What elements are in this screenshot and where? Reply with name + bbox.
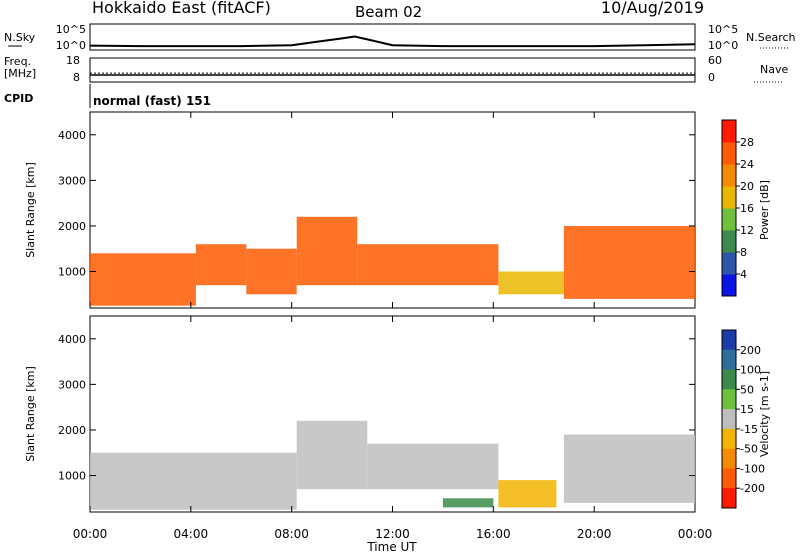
y-tick-label: 1000 bbox=[58, 266, 86, 279]
beam-title: Beam 02 bbox=[355, 3, 422, 21]
colorbar-swatch bbox=[722, 330, 736, 351]
colorbar-tick-label: 16 bbox=[740, 202, 754, 215]
noise-panel-frame bbox=[89, 23, 696, 51]
colorbar-swatch bbox=[722, 428, 736, 450]
freq-right-tick-top: 60 bbox=[708, 54, 722, 67]
data-region-0 bbox=[90, 253, 196, 306]
nsearch-label: N.Search bbox=[746, 31, 796, 44]
nave-label: Nave bbox=[760, 63, 788, 76]
x-tick-label: 04:00 bbox=[174, 527, 209, 541]
colorbar-swatch bbox=[722, 448, 736, 469]
y-tick-label: 2000 bbox=[58, 424, 86, 437]
x-tick-label: 12:00 bbox=[375, 527, 410, 541]
colorbar-swatch bbox=[722, 120, 736, 143]
y-tick-label: 4000 bbox=[58, 333, 86, 346]
frequency-panel-frame bbox=[89, 57, 696, 83]
colorbar-swatch bbox=[722, 164, 736, 187]
velocity-colorbar-label: Velocity [m s-1] bbox=[758, 371, 771, 457]
velocity-panel-ylabel: Slant Range [km] bbox=[24, 366, 37, 462]
colorbar-tick-label: -100 bbox=[740, 462, 765, 475]
noise-left-tick-top: 10^5 bbox=[56, 23, 86, 36]
colorbar-swatch bbox=[722, 274, 736, 297]
data-region-3 bbox=[498, 480, 557, 508]
colorbar-tick-label: 200 bbox=[740, 344, 761, 357]
power-panel: Slant Range [km] 4 8 12 16 20 24 28 Power [dB]… bbox=[24, 111, 771, 309]
y-tick-label: 2000 bbox=[58, 220, 86, 233]
data-region-4 bbox=[442, 498, 494, 508]
data-region-4 bbox=[357, 244, 499, 286]
colorbar-tick-label: 28 bbox=[740, 136, 754, 149]
colorbar-tick-label: 8 bbox=[740, 246, 747, 259]
noise-right-tick-bottom: 10^0 bbox=[708, 39, 738, 52]
data-region-0 bbox=[90, 452, 297, 510]
colorbar-swatch bbox=[722, 252, 736, 275]
power-colorbar-label: Power [dB] bbox=[758, 180, 771, 240]
noise-right-tick-top: 10^5 bbox=[708, 23, 738, 36]
cpid-value: normal (fast) 151 bbox=[93, 94, 211, 108]
colorbar-tick-label: -50 bbox=[740, 443, 758, 456]
x-tick-label: 20:00 bbox=[577, 527, 612, 541]
colorbar-swatch bbox=[722, 369, 736, 390]
velocity-panel: Slant Range [km] 200 100 50 15 -15 -50 -100 -20… bbox=[24, 315, 771, 541]
colorbar-swatch bbox=[722, 186, 736, 209]
colorbar-swatch bbox=[722, 488, 736, 509]
power-panel-ylabel: Slant Range [km] bbox=[24, 162, 37, 258]
colorbar-swatch bbox=[722, 230, 736, 253]
data-region-1 bbox=[195, 244, 247, 286]
x-tick-label: 16:00 bbox=[476, 527, 511, 541]
noise-panel: 10^5 10^0 10^5 10^0 bbox=[56, 23, 738, 52]
y-tick-label: 4000 bbox=[58, 129, 86, 142]
colorbar-tick-label: -15 bbox=[740, 423, 758, 436]
data-region-3 bbox=[296, 216, 358, 286]
x-tick-label: 08:00 bbox=[274, 527, 309, 541]
x-axis-title: Time UT bbox=[366, 540, 417, 554]
data-region-1 bbox=[296, 420, 368, 490]
colorbar-tick-label: 15 bbox=[740, 403, 754, 416]
colorbar-tick-label: 4 bbox=[740, 268, 747, 281]
data-region-5 bbox=[563, 434, 695, 503]
station-title: Hokkaido East (fitACF) bbox=[92, 0, 271, 17]
frequency-panel: 18 8 60 0 bbox=[66, 54, 722, 84]
colorbar-tick-label: 100 bbox=[740, 364, 761, 377]
colorbar-swatch bbox=[722, 409, 736, 430]
noise-line bbox=[89, 35, 696, 48]
colorbar-frame bbox=[721, 329, 737, 509]
nsky-label: N.Sky bbox=[4, 31, 36, 44]
colorbar-tick-label: 24 bbox=[740, 158, 754, 171]
colorbar-swatch bbox=[722, 389, 736, 410]
colorbar-swatch bbox=[722, 208, 736, 231]
date-title: 10/Aug/2019 bbox=[601, 0, 704, 17]
freq-left-tick-bottom: 8 bbox=[73, 71, 80, 84]
cpid-label: CPID bbox=[4, 92, 33, 105]
noise-left-tick-bottom: 10^0 bbox=[56, 39, 86, 52]
colorbar-swatch bbox=[722, 468, 736, 489]
freq-right-tick-bottom: 0 bbox=[708, 71, 715, 84]
colorbar-swatch bbox=[722, 349, 736, 371]
x-tick-label: 00:00 bbox=[678, 527, 713, 541]
y-tick-label: 3000 bbox=[58, 174, 86, 187]
data-region-2 bbox=[367, 443, 499, 490]
colorbar-tick-label: 50 bbox=[740, 383, 754, 396]
freq-label-top: Freq. bbox=[4, 55, 31, 68]
y-tick-label: 1000 bbox=[58, 470, 86, 483]
colorbar-swatch bbox=[722, 142, 736, 165]
data-region-6 bbox=[563, 226, 695, 299]
data-region-2 bbox=[246, 248, 297, 295]
x-tick-label: 00:00 bbox=[73, 527, 108, 541]
y-tick-label: 3000 bbox=[58, 378, 86, 391]
power-colorbar: 4 8 12 16 20 24 28 bbox=[721, 119, 754, 297]
colorbar-tick-label: 20 bbox=[740, 180, 754, 193]
freq-left-tick-top: 18 bbox=[66, 54, 80, 67]
freq-label-bottom: [MHz] bbox=[4, 67, 36, 80]
data-region-5 bbox=[498, 271, 564, 295]
colorbar-tick-label: -200 bbox=[740, 482, 765, 495]
velocity-colorbar: 200 100 50 15 -15 -50 -100 -200 bbox=[721, 329, 765, 509]
colorbar-tick-label: 12 bbox=[740, 224, 754, 237]
